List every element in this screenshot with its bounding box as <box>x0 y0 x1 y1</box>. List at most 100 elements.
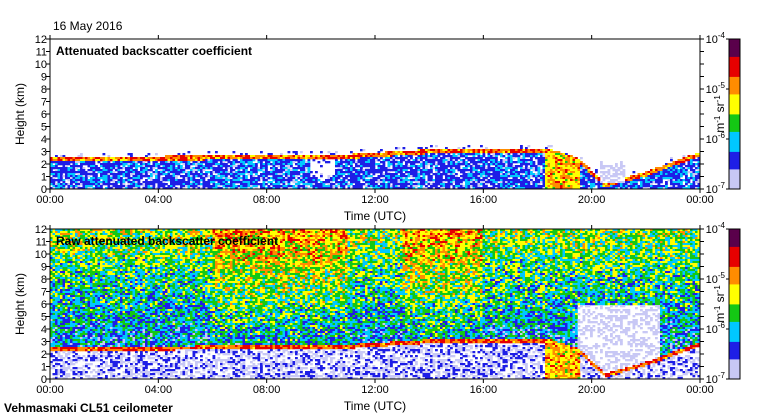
colorbar-segment <box>729 359 740 362</box>
y-tick-label: 10 <box>35 249 47 261</box>
colorbar-segment <box>729 161 740 165</box>
colorbar-segment <box>729 59 740 62</box>
x-tick-label: 00:00 <box>36 384 64 396</box>
colorbar-segment <box>729 329 740 332</box>
colorbar-segment <box>729 74 740 77</box>
colorbar-segment <box>729 241 740 245</box>
colorbar-segment <box>729 84 740 87</box>
colorbar-segment <box>729 91 740 95</box>
y-axis-label: Height (km) <box>13 83 27 145</box>
colorbar-segment <box>729 176 740 180</box>
colorbar-segment <box>729 274 740 277</box>
y-tick-label: 3 <box>41 337 47 349</box>
colorbar-segment <box>729 304 740 307</box>
x-tick-label: 04:00 <box>145 194 173 206</box>
colorbar-segment <box>729 291 740 295</box>
colorbar-segment <box>729 166 740 170</box>
panel-title: Attenuated backscatter coefficient <box>56 44 252 58</box>
colorbar-segment <box>729 334 740 337</box>
colorbar-segment <box>729 106 740 110</box>
colorbar-segment <box>729 46 740 50</box>
colorbar-segment <box>729 169 740 172</box>
colorbar-segment <box>729 76 740 80</box>
y-tick-label: 10 <box>35 59 47 71</box>
colorbar-segment <box>729 261 740 265</box>
colorbar-segment <box>729 86 740 90</box>
colorbar-segment <box>729 44 740 47</box>
colorbar-segment <box>729 114 740 117</box>
colorbar-segment <box>729 121 740 125</box>
y-tick-label: 12 <box>35 34 47 46</box>
colorbar-segment <box>729 51 740 55</box>
x-tick-label: 16:00 <box>470 194 498 206</box>
colorbar-segment <box>729 371 740 375</box>
colorbar-segment <box>729 79 740 82</box>
colorbar-segment <box>729 239 740 242</box>
colorbar-segment <box>729 266 740 270</box>
colorbar-segment <box>729 151 740 155</box>
colorbar-segment <box>729 119 740 122</box>
colorbar-tick-label: 10-6 <box>706 321 726 336</box>
colorbar-segment <box>729 301 740 305</box>
colorbar-segment <box>729 366 740 370</box>
colorbar-segment <box>729 149 740 152</box>
colorbar-segment <box>729 184 740 187</box>
y-tick-label: 6 <box>41 109 47 121</box>
colorbar-segment <box>729 276 740 280</box>
colorbar-segment <box>729 296 740 300</box>
colorbar-segment <box>729 376 740 380</box>
colorbar-segment <box>729 321 740 325</box>
y-tick-label: 11 <box>36 47 47 59</box>
y-tick-label: 7 <box>41 97 47 109</box>
colorbar-segment <box>729 111 740 115</box>
y-tick-label: 7 <box>41 287 47 299</box>
colorbar-segment <box>729 314 740 317</box>
colorbar-segment <box>729 156 740 160</box>
x-tick-label: 00:00 <box>686 194 714 206</box>
colorbar-segment <box>729 69 740 72</box>
colorbar-segment <box>729 109 740 112</box>
colorbar-segment <box>729 349 740 352</box>
colorbar-tick-label: 10-7 <box>706 371 726 386</box>
colorbar-segment <box>729 129 740 132</box>
colorbar-segment <box>729 181 740 185</box>
colorbar-segment <box>729 64 740 67</box>
y-tick-label: 0 <box>41 374 47 386</box>
x-tick-label: 12:00 <box>361 384 389 396</box>
colorbar-tick-label: 10-4 <box>706 221 726 236</box>
colorbar-segment <box>729 251 740 255</box>
colorbar-unit-label: m-1 sr-1 <box>713 95 727 133</box>
y-tick-label: 1 <box>41 172 47 184</box>
colorbar-segment <box>729 49 740 52</box>
colorbar-segment <box>729 139 740 142</box>
colorbar-segment <box>729 356 740 360</box>
y-tick-label: 4 <box>41 324 47 336</box>
source-label: Vehmasmaki CL51 ceilometer <box>4 401 173 415</box>
y-tick-label: 6 <box>41 299 47 311</box>
colorbar-segment <box>729 299 740 302</box>
colorbar-segment <box>729 341 740 345</box>
colorbar-segment <box>729 279 740 282</box>
colorbar-segment <box>729 99 740 102</box>
x-tick-label: 08:00 <box>253 384 281 396</box>
colorbar-segment <box>729 284 740 287</box>
colorbar-segment <box>729 259 740 262</box>
x-tick-label: 08:00 <box>253 194 281 206</box>
colorbar-segment <box>729 171 740 175</box>
colorbar-segment <box>729 54 740 57</box>
colorbar-segment <box>729 94 740 97</box>
panel-title: Raw attenuated backscatter coefficient <box>56 234 278 248</box>
colorbar-segment <box>729 324 740 327</box>
colorbar-segment <box>729 231 740 235</box>
x-tick-label: 20:00 <box>578 194 606 206</box>
colorbar-segment <box>729 126 740 130</box>
colorbar-segment <box>729 179 740 182</box>
colorbar-segment <box>729 344 740 347</box>
colorbar-tick-label: 10-4 <box>706 31 726 46</box>
colorbar-segment <box>729 56 740 60</box>
colorbar-segment <box>729 164 740 167</box>
colorbar-segment <box>729 154 740 157</box>
colorbar-segment <box>729 311 740 315</box>
